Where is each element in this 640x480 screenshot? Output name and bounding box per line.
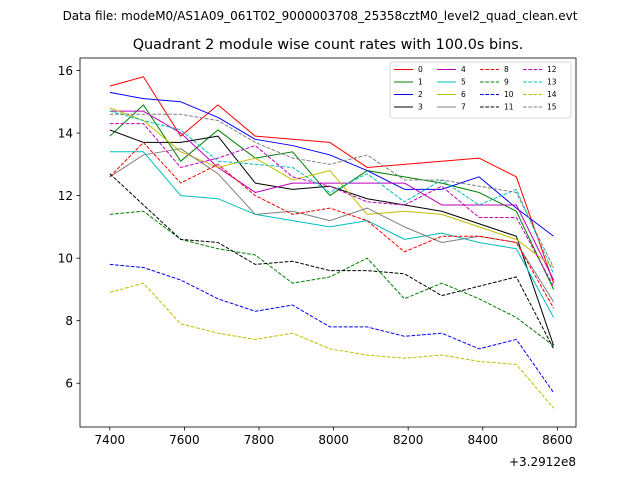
chart-title: Quadrant 2 module wise count rates with … [133, 37, 524, 53]
y-tick-label: 10 [58, 251, 73, 265]
legend-label-7: 7 [461, 103, 466, 112]
series-line-8 [109, 141, 555, 309]
series-line-12 [109, 123, 555, 287]
series-line-10 [109, 263, 555, 393]
legend-label-1: 1 [418, 78, 423, 87]
legend-label-10: 10 [504, 90, 514, 99]
series-line-6 [109, 107, 554, 268]
x-tick-label: 8600 [542, 433, 573, 447]
legend-label-14: 14 [547, 90, 557, 99]
legend-label-9: 9 [504, 78, 509, 87]
series-line-11 [109, 173, 555, 350]
y-tick-label: 8 [65, 314, 73, 328]
legend-label-8: 8 [504, 65, 509, 74]
x-tick-label: 8400 [467, 433, 498, 447]
x-tick-label: 8000 [318, 433, 349, 447]
axes-frame [79, 57, 577, 428]
legend-label-5: 5 [461, 78, 466, 87]
legend-label-13: 13 [547, 78, 557, 87]
series-line-2 [109, 91, 554, 237]
x-tick-label: 7400 [95, 433, 126, 447]
x-tick-label: 8200 [393, 433, 424, 447]
legend-box [389, 61, 572, 119]
series-line-7 [109, 148, 555, 303]
series-line-0 [109, 76, 555, 284]
y-tick-label: 6 [65, 377, 73, 391]
series-line-15 [109, 113, 555, 268]
x-tick-label: 7800 [244, 433, 275, 447]
series-line-13 [109, 110, 555, 274]
x-tick-label: 7600 [169, 433, 200, 447]
series-line-14 [109, 282, 555, 409]
legend-label-11: 11 [504, 103, 514, 112]
y-tick-label: 12 [58, 189, 73, 203]
y-tick-label: 16 [58, 64, 73, 78]
figure-suptitle: Data file: modeM0/AS1A09_061T02_90000037… [63, 9, 578, 23]
series-line-4 [109, 110, 555, 281]
series-line-1 [109, 104, 555, 290]
legend-label-0: 0 [418, 65, 423, 74]
legend-label-15: 15 [547, 103, 557, 112]
y-tick-label: 14 [58, 126, 73, 140]
legend-label-4: 4 [461, 65, 466, 74]
series-line-9 [109, 210, 554, 347]
legend-label-6: 6 [461, 90, 466, 99]
legend-label-3: 3 [418, 103, 423, 112]
x-axis-offset-label: +3.2912e8 [509, 455, 576, 469]
legend-label-2: 2 [418, 90, 423, 99]
series-line-5 [109, 151, 555, 318]
legend-label-12: 12 [547, 65, 557, 74]
